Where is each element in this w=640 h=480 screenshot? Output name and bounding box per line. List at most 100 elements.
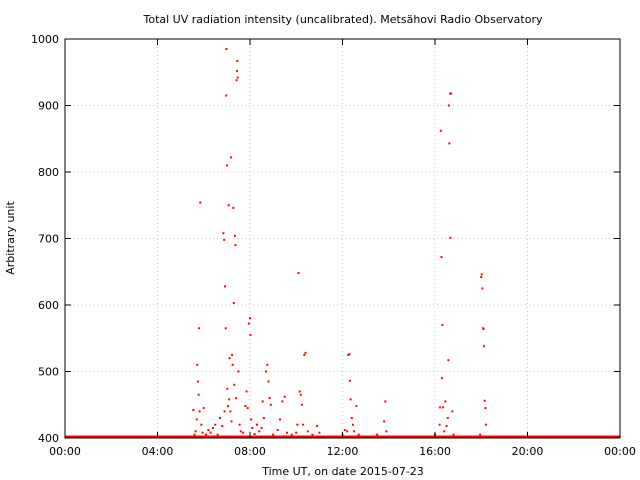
data-point bbox=[346, 430, 349, 433]
data-point bbox=[225, 47, 228, 50]
data-point bbox=[251, 427, 254, 430]
data-point bbox=[443, 430, 446, 433]
data-point bbox=[376, 433, 379, 436]
data-point bbox=[479, 433, 482, 436]
data-point bbox=[438, 423, 441, 426]
data-point bbox=[316, 425, 319, 428]
data-point bbox=[196, 380, 199, 383]
grid bbox=[65, 39, 620, 438]
data-point bbox=[442, 406, 445, 409]
x-tick-label: 04:00 bbox=[142, 445, 174, 458]
data-point bbox=[228, 398, 231, 401]
data-point bbox=[385, 430, 388, 433]
data-point bbox=[439, 129, 442, 132]
data-points bbox=[192, 47, 487, 436]
data-point bbox=[249, 333, 252, 336]
data-point bbox=[441, 323, 444, 326]
data-point bbox=[209, 431, 212, 434]
data-point bbox=[223, 238, 226, 241]
data-point bbox=[301, 403, 304, 406]
data-point bbox=[444, 400, 447, 403]
data-point bbox=[233, 383, 236, 386]
data-point bbox=[244, 405, 247, 408]
data-point bbox=[237, 370, 240, 373]
x-tick-label: 20:00 bbox=[512, 445, 544, 458]
data-point bbox=[483, 399, 486, 402]
data-point bbox=[255, 423, 258, 426]
data-point bbox=[193, 433, 196, 436]
data-point bbox=[258, 430, 261, 433]
data-point bbox=[236, 76, 239, 79]
data-point bbox=[221, 425, 224, 428]
data-point bbox=[218, 417, 221, 420]
data-point bbox=[306, 430, 309, 433]
data-point bbox=[212, 427, 214, 430]
data-point bbox=[239, 430, 242, 433]
data-point bbox=[343, 429, 346, 432]
data-point bbox=[440, 256, 443, 259]
data-point bbox=[480, 276, 483, 279]
data-point bbox=[265, 370, 268, 373]
data-point bbox=[311, 433, 314, 436]
data-point bbox=[276, 429, 279, 432]
data-point bbox=[230, 156, 233, 159]
data-point bbox=[384, 400, 387, 403]
data-point bbox=[348, 353, 351, 356]
data-point bbox=[230, 353, 233, 356]
data-point bbox=[253, 433, 256, 436]
data-point bbox=[216, 433, 219, 436]
data-point bbox=[201, 431, 204, 434]
data-point bbox=[198, 327, 201, 330]
data-point bbox=[439, 406, 442, 409]
data-point bbox=[353, 430, 356, 433]
data-point bbox=[349, 398, 352, 401]
x-tick-label: 16:00 bbox=[419, 445, 451, 458]
data-point bbox=[355, 405, 358, 408]
data-point bbox=[234, 244, 237, 247]
data-point bbox=[268, 397, 271, 400]
data-point bbox=[269, 403, 272, 406]
data-point bbox=[223, 410, 226, 413]
data-point bbox=[262, 417, 265, 420]
data-point bbox=[299, 393, 302, 396]
data-point bbox=[245, 390, 248, 393]
y-tick-label: 900 bbox=[38, 100, 59, 113]
data-point bbox=[452, 433, 455, 436]
data-point bbox=[222, 232, 225, 235]
data-point bbox=[447, 359, 450, 362]
data-point bbox=[261, 400, 264, 403]
y-axis-ticks: 400 500 600 700 800 900 1000 bbox=[31, 33, 620, 445]
data-point bbox=[231, 363, 234, 366]
data-point bbox=[357, 433, 360, 436]
data-point bbox=[383, 420, 386, 423]
data-point bbox=[480, 273, 483, 276]
data-point bbox=[449, 236, 452, 239]
data-point bbox=[446, 417, 449, 420]
data-point bbox=[232, 302, 235, 305]
x-axis-label: Time UT, on date 2015-07-23 bbox=[261, 465, 424, 478]
data-point bbox=[207, 429, 210, 432]
x-tick-label: 00:00 bbox=[49, 445, 81, 458]
data-point bbox=[198, 410, 201, 413]
y-tick-label: 600 bbox=[38, 299, 59, 312]
data-point bbox=[224, 285, 227, 288]
y-tick-label: 800 bbox=[38, 166, 59, 179]
data-point bbox=[484, 423, 487, 426]
chart-title: Total UV radiation intensity (uncalibrat… bbox=[143, 13, 543, 26]
data-point bbox=[196, 363, 199, 366]
data-point bbox=[250, 418, 253, 421]
data-point bbox=[236, 59, 239, 62]
data-point bbox=[260, 427, 263, 430]
data-point bbox=[228, 357, 231, 360]
data-point bbox=[440, 377, 443, 380]
data-point bbox=[226, 387, 229, 390]
data-point bbox=[205, 433, 208, 436]
data-point bbox=[238, 423, 241, 426]
data-point bbox=[225, 94, 228, 97]
data-point bbox=[303, 353, 306, 356]
data-point bbox=[286, 431, 288, 434]
data-point bbox=[235, 79, 238, 82]
y-tick-label: 400 bbox=[38, 432, 59, 445]
data-point bbox=[481, 287, 484, 290]
y-axis-label: Arbitrary unit bbox=[4, 201, 17, 275]
